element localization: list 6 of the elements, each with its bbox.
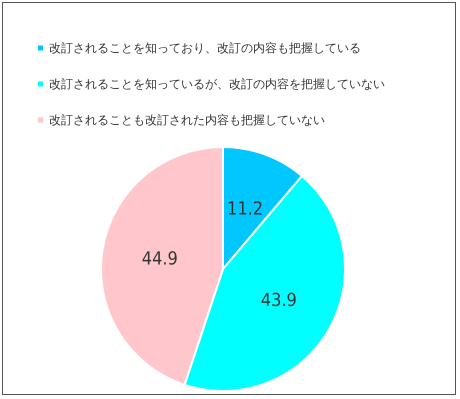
data-label: 44.9: [142, 248, 178, 270]
data-label: 11.2: [227, 198, 264, 220]
data-label: 43.9: [260, 290, 297, 311]
legend-label: 改訂されることも改訂された内容も把握していない: [49, 113, 325, 127]
legend-label: 改訂されることを知っているが、改訂の内容を把握していない: [49, 77, 385, 91]
legend-label: 改訂されることを知っており、改訂の内容も把握している: [49, 41, 361, 55]
